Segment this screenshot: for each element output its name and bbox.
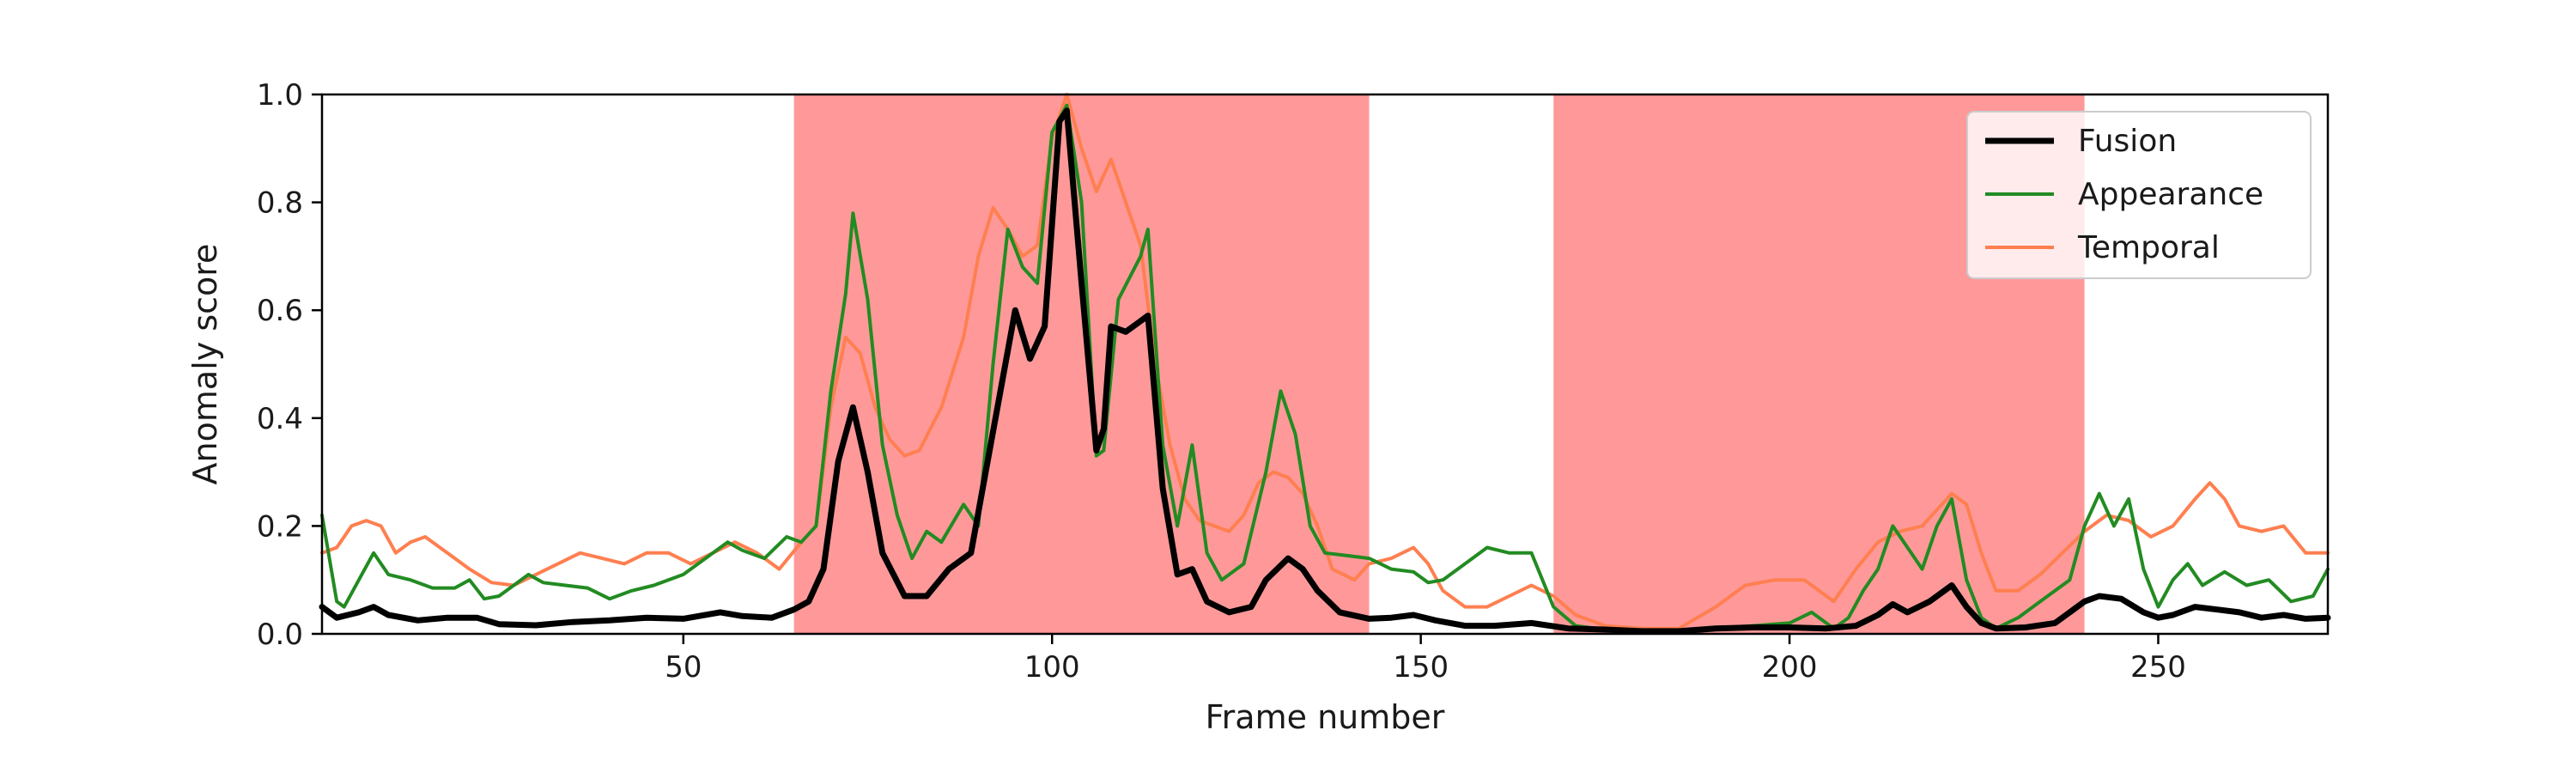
legend-items: Fusion Appearance Temporal	[1985, 124, 2263, 265]
x-tick-label: 150	[1393, 650, 1449, 685]
axis-ticks-layer: 50 100 150 200 250 0.0 0.2 0.4 0.6 0.8 1.0	[257, 78, 2186, 685]
legend-label-appearance: Appearance	[2078, 177, 2263, 212]
legend-label-fusion: Fusion	[2078, 124, 2177, 159]
series-lines-layer	[319, 93, 2331, 635]
x-tick-label: 250	[2130, 650, 2186, 685]
y-tick-label: 1.0	[257, 78, 303, 113]
x-tick-label: 200	[1762, 650, 1818, 685]
y-tick-label: 0.6	[257, 294, 303, 328]
legend: Fusion Appearance Temporal	[1966, 111, 2312, 279]
anomaly-region-layer	[793, 94, 2085, 634]
legend-box	[1966, 111, 2312, 279]
y-tick-label: 0.8	[257, 186, 303, 221]
plot-frame	[320, 93, 2330, 636]
y-tick-label: 0.0	[257, 618, 303, 652]
series-line-temporal	[320, 93, 2330, 630]
x-axis-label: Frame number	[1206, 698, 1445, 736]
y-axis-label: Anomaly score	[186, 244, 224, 485]
y-tick-label: 0.2	[257, 509, 303, 544]
x-tick-label: 50	[665, 650, 702, 685]
anomaly-region-1	[793, 94, 1370, 634]
y-tick-label: 0.4	[257, 402, 303, 436]
x-tick-label: 100	[1024, 650, 1080, 685]
series-line-fusion	[319, 107, 2331, 635]
legend-label-temporal: Temporal	[2077, 230, 2220, 265]
